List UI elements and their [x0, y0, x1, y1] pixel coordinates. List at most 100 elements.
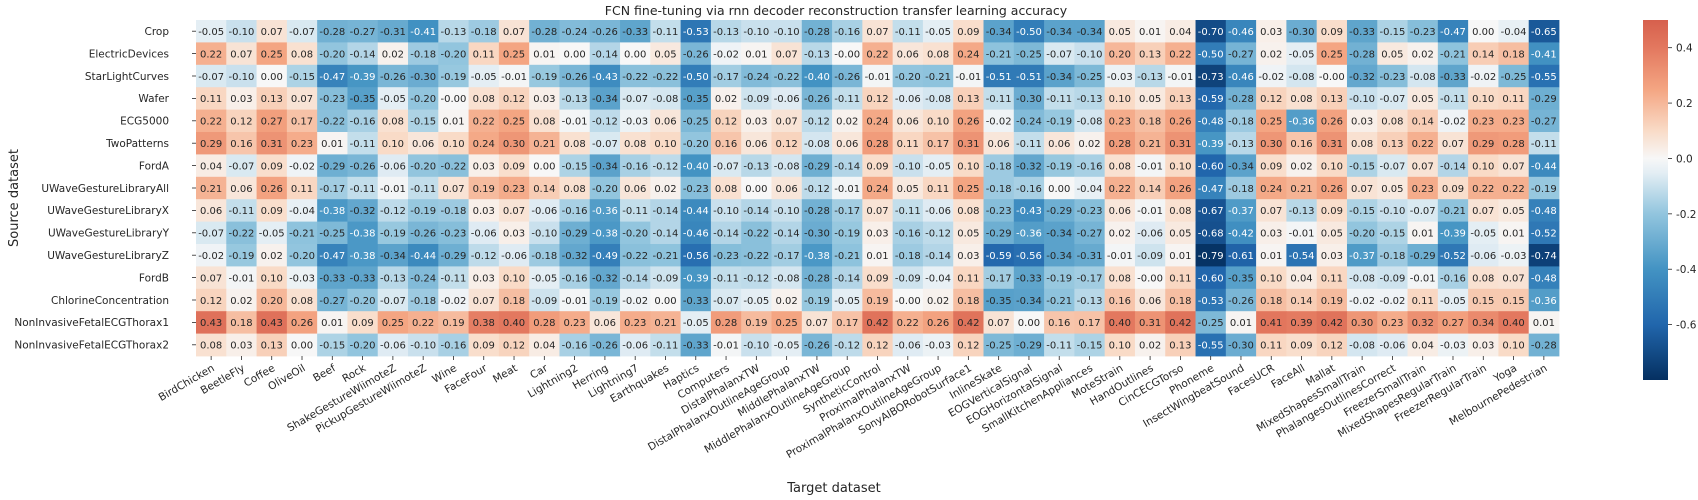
- cell-value-label: 0.42: [957, 318, 979, 329]
- heatmap-cell: [892, 87, 924, 110]
- cell-value-label: 0.24: [1260, 184, 1282, 195]
- cell-value-label: 0.13: [1169, 94, 1191, 105]
- cell-value-label: -0.42: [1228, 229, 1254, 240]
- heatmap-cell: [226, 42, 257, 66]
- heatmap-cell: [680, 288, 712, 312]
- heatmap-cell: [1346, 64, 1378, 88]
- cell-value-label: 0.07: [230, 49, 252, 60]
- heatmap-cell: [1346, 109, 1378, 133]
- cell-value-label: 0.40: [1502, 318, 1524, 329]
- heatmap-cell: [1134, 266, 1166, 290]
- heatmap-cell: [1013, 199, 1045, 222]
- cell-value-label: 0.06: [897, 117, 919, 128]
- cell-value-label: -0.15: [1349, 161, 1375, 172]
- cell-value-label: -0.11: [986, 94, 1012, 105]
- heatmap-cell: [771, 20, 803, 43]
- heatmap-cell: [1165, 132, 1196, 155]
- heatmap-cell: [1528, 311, 1560, 334]
- cell-value-label: 0.10: [1321, 161, 1343, 172]
- heatmap-cell: [922, 132, 954, 155]
- cell-value-label: 0.01: [1260, 251, 1282, 262]
- heatmap-cell: [347, 87, 379, 110]
- heatmap-cell: [408, 64, 439, 88]
- cell-value-label: -0.30: [410, 72, 436, 83]
- cell-value-label: -0.22: [743, 229, 769, 240]
- heatmap-cell: [983, 42, 1015, 66]
- cell-value-label: 0.12: [1321, 341, 1343, 352]
- heatmap-cell: [801, 42, 833, 66]
- colorbar-ticks: -0.6 -0.4 -0.2 0.0 0.2 0.4: [1668, 43, 1697, 332]
- cell-value-label: 0.08: [1169, 206, 1191, 217]
- cell-value-label: 0.12: [200, 296, 222, 307]
- heatmap-cell: [408, 266, 439, 290]
- cell-value-label: -0.34: [1046, 229, 1072, 240]
- heatmap-cell: [1316, 64, 1348, 88]
- cell-value-label: 0.25: [382, 318, 404, 329]
- heatmap-cell: [1528, 221, 1560, 245]
- heatmap-cell: [438, 64, 469, 88]
- cell-value-label: -0.26: [350, 161, 376, 172]
- heatmap-cell: [1225, 20, 1257, 43]
- heatmap-cell: [680, 333, 712, 357]
- cell-value-label: -0.26: [592, 341, 618, 352]
- heatmap-cell: [801, 20, 833, 43]
- cell-value-label: -0.27: [1077, 229, 1103, 240]
- cell-value-label: 0.21: [200, 184, 222, 195]
- heatmap-cell: [1104, 288, 1136, 312]
- cell-value-label: -0.09: [743, 94, 769, 105]
- heatmap-cell: [922, 154, 954, 178]
- cell-value-label: 0.02: [836, 117, 858, 128]
- heatmap-cell: [862, 266, 894, 290]
- cell-value-label: -0.25: [986, 341, 1012, 352]
- heatmap-cell: [317, 244, 348, 267]
- cell-value-label: 0.00: [261, 72, 283, 83]
- heatmap-cell: [771, 311, 803, 334]
- heatmap-cell: [1225, 154, 1257, 178]
- cell-value-label: -0.32: [1016, 161, 1042, 172]
- heatmap-cell: [953, 20, 984, 43]
- cell-value-label: -0.05: [531, 273, 557, 284]
- heatmap-cell: [680, 311, 712, 334]
- cell-value-label: -0.23: [1410, 27, 1436, 38]
- heatmap-cell: [1377, 42, 1408, 66]
- cell-value-label: -0.25: [683, 117, 709, 128]
- cell-value-label: -0.20: [441, 49, 467, 60]
- heatmap-cell: [1044, 64, 1075, 88]
- cell-value-label: 0.07: [988, 318, 1010, 329]
- cell-value-label: 0.01: [1502, 229, 1524, 240]
- heatmap-cell: [1316, 132, 1348, 155]
- heatmap-cell: [377, 244, 409, 267]
- cell-value-label: 0.19: [745, 318, 767, 329]
- heatmap-cell: [862, 64, 894, 88]
- cell-value-label: -0.35: [683, 94, 709, 105]
- cell-value-label: 0.01: [1412, 229, 1434, 240]
- heatmap-cell: [1528, 132, 1560, 155]
- heatmap-cell: [1346, 266, 1378, 290]
- cell-value-label: 0.15: [1502, 296, 1524, 307]
- heatmap-cell: [983, 87, 1015, 110]
- heatmap-cell: [256, 311, 288, 334]
- cell-value-label: -0.02: [1470, 72, 1496, 83]
- heatmap-cell: [1528, 176, 1560, 200]
- cell-value-label: -0.28: [804, 206, 830, 217]
- heatmap-cell: [529, 311, 560, 334]
- cell-value-label: 0.24: [473, 139, 495, 150]
- cell-value-label: -0.19: [1046, 161, 1072, 172]
- heatmap-cell: [983, 288, 1015, 312]
- cell-value-label: -0.08: [774, 273, 800, 284]
- heatmap-cell: [922, 311, 954, 334]
- cell-value-label: 0.08: [715, 184, 737, 195]
- heatmap-cell: [1104, 87, 1136, 110]
- cell-value-label: -0.20: [895, 72, 921, 83]
- cell-value-label: -0.02: [1379, 296, 1405, 307]
- heatmap-cell: [498, 266, 530, 290]
- cell-value-label: 0.18: [230, 318, 252, 329]
- cell-value-label: 0.28: [533, 318, 555, 329]
- heatmap-cell: [680, 87, 712, 110]
- heatmap-cell: [1256, 333, 1287, 357]
- cell-value-label: -0.65: [1531, 27, 1557, 38]
- heatmap-cell: [468, 109, 500, 133]
- cell-value-label: -0.48: [1531, 206, 1557, 217]
- cell-value-label: -0.33: [1349, 27, 1375, 38]
- heatmap-cell: [710, 132, 742, 155]
